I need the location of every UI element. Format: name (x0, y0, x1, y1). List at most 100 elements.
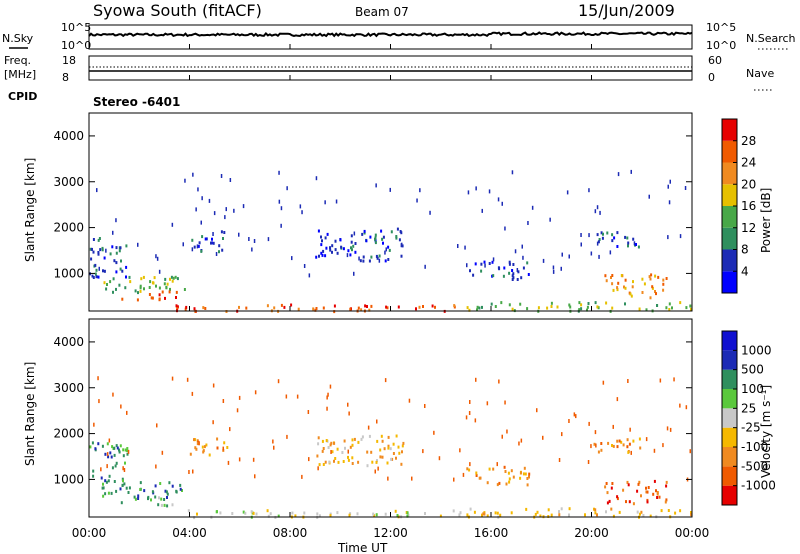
echo-cell (134, 289, 137, 293)
echo-cell (111, 466, 114, 470)
echo-cell (620, 274, 623, 277)
echo-cell (172, 276, 175, 280)
echo-cell (606, 491, 609, 495)
echo-cell (250, 510, 253, 514)
sparse-echo (353, 231, 356, 236)
sparse-echo (400, 243, 403, 248)
sparse-echo (465, 415, 468, 420)
echo-cell (459, 511, 462, 515)
echo-cell (291, 511, 294, 515)
sparse-echo (468, 411, 471, 415)
echo-cell (586, 305, 589, 309)
sparse-echo (497, 197, 500, 202)
sparse-echo (531, 205, 534, 210)
echo-cell (344, 446, 346, 450)
sparse-echo (633, 241, 636, 246)
echo-cell (325, 246, 328, 250)
echo-cell (133, 495, 136, 499)
echo-cell (600, 442, 603, 445)
sparse-echo (496, 462, 498, 467)
echo-cell (115, 261, 118, 265)
echo-cell (266, 304, 269, 308)
echo-cell (383, 447, 386, 451)
echo-cell (107, 455, 110, 459)
echo-cell (166, 492, 169, 496)
echo-cell (466, 306, 469, 310)
freq-left-tick-high: 18 (62, 54, 76, 67)
echo-cell (488, 467, 491, 471)
echo-cell (492, 274, 495, 278)
sparse-echo (475, 377, 477, 382)
echo-cell (372, 512, 375, 516)
sparse-echo (291, 256, 293, 261)
sparse-echo (527, 221, 529, 225)
sparse-echo (93, 422, 95, 427)
echo-cell (387, 245, 390, 249)
sparse-echo (568, 254, 570, 259)
sparse-echo (378, 258, 381, 263)
echo-cell (125, 244, 128, 248)
sparse-echo (329, 384, 332, 389)
echo-cell (153, 276, 156, 280)
echo-cell (336, 447, 339, 451)
echo-cell (110, 491, 113, 495)
echo-cell (488, 262, 491, 265)
sparse-echo (308, 457, 310, 462)
echo-cell (645, 308, 648, 312)
nsky-left-tick-low: 10^0 (61, 39, 91, 52)
echo-cell (112, 290, 114, 294)
echo-cell (685, 306, 688, 310)
sparse-echo (105, 248, 107, 253)
echo-cell (363, 229, 366, 233)
echo-cell (508, 480, 511, 484)
sparse-echo (248, 237, 250, 241)
power-echo-scatter (89, 169, 692, 314)
echo-cell (158, 293, 161, 297)
echo-cell (347, 458, 350, 462)
echo-cell (113, 453, 116, 457)
echo-cell (273, 306, 276, 310)
echo-cell (610, 276, 612, 279)
sparse-echo (424, 404, 426, 408)
echo-cell (169, 287, 171, 291)
sparse-echo (220, 174, 223, 178)
echo-cell (125, 275, 127, 279)
echo-cell (342, 247, 345, 251)
freq-label: Freq. (4, 54, 31, 67)
echo-cell (597, 240, 600, 244)
echo-cell (333, 304, 336, 308)
echo-cell (165, 286, 168, 290)
sparse-echo (453, 477, 455, 482)
echo-cell (630, 294, 633, 298)
echo-cell (568, 507, 571, 511)
echo-cell (668, 302, 671, 306)
sparse-echo (653, 448, 656, 453)
echo-cell (690, 511, 692, 514)
sparse-echo (301, 210, 303, 215)
colorbar-segment (722, 271, 737, 293)
echo-cell (496, 483, 499, 487)
echo-cell (351, 462, 354, 465)
sparse-echo (422, 449, 424, 454)
echo-cell (508, 477, 511, 481)
sparse-echo (330, 450, 332, 454)
power-colorbar-label: Power [dB] (759, 188, 773, 253)
sparse-echo (518, 441, 520, 446)
echo-cell (648, 275, 651, 279)
echo-cell (627, 483, 630, 487)
echo-cell (492, 467, 495, 471)
sparse-echo (438, 456, 441, 461)
sparse-echo (558, 458, 561, 462)
echo-cell (396, 514, 399, 517)
echo-cell (255, 512, 258, 516)
echo-cell (605, 482, 608, 485)
echo-cell (269, 512, 272, 516)
echo-cell (244, 511, 247, 515)
echo-cell (629, 292, 632, 296)
echo-cell (200, 249, 203, 253)
echo-cell (176, 307, 179, 310)
sparse-echo (308, 273, 311, 278)
echo-cell (374, 239, 377, 243)
sparse-echo (155, 464, 157, 469)
sparse-echo (561, 432, 563, 437)
